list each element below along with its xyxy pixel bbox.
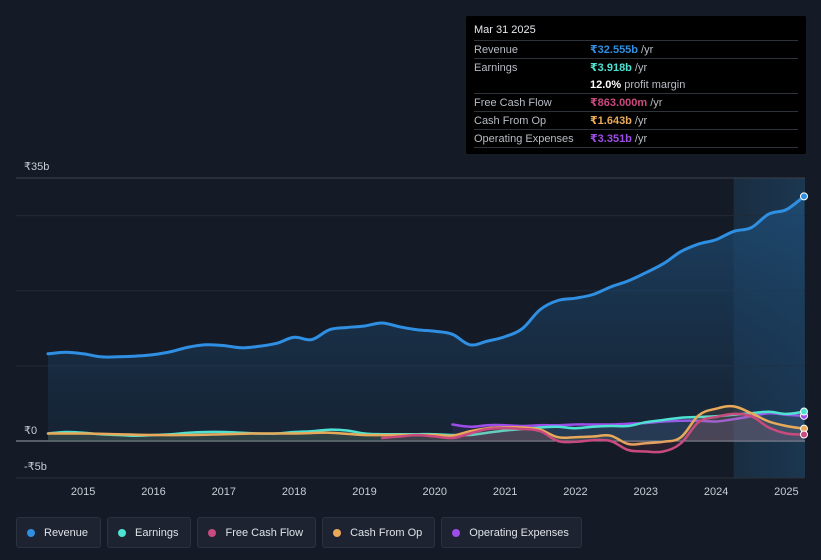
series-end-point-revenue xyxy=(800,192,808,201)
x-tick-label: 2022 xyxy=(563,486,587,498)
tooltip-unit: /yr xyxy=(634,114,648,127)
x-tick-label: 2024 xyxy=(704,486,728,498)
x-tick-label: 2016 xyxy=(141,486,165,498)
legend-item-free-cash-flow[interactable]: Free Cash Flow xyxy=(197,517,317,548)
tooltip-label: Operating Expenses xyxy=(474,132,574,145)
x-tick-label: 2021 xyxy=(493,486,517,498)
legend-label: Operating Expenses xyxy=(469,526,569,539)
tooltip-row-fcf: Free Cash Flow ₹863.000m /yr xyxy=(474,94,798,112)
legend-dot-icon xyxy=(118,528,127,537)
end-markers xyxy=(800,192,808,439)
x-tick-label: 2017 xyxy=(212,486,236,498)
tooltip-unit: /yr xyxy=(650,96,663,109)
x-tick-label: 2023 xyxy=(634,486,658,498)
series-line-cfo xyxy=(46,404,806,446)
tooltip-panel: Mar 31 2025 Revenue ₹32.555b /yr Earning… xyxy=(466,16,806,154)
series-area-revenue xyxy=(48,196,804,441)
tooltip-value: ₹863.000m xyxy=(590,97,648,109)
y-tick-label-zero: ₹0 xyxy=(24,425,37,437)
x-tick-label: 2018 xyxy=(282,486,306,498)
x-tick-label: 2019 xyxy=(352,486,376,498)
legend-dot-icon xyxy=(452,528,461,537)
tooltip-label: Earnings xyxy=(474,61,518,74)
legend-item-cash-from-op[interactable]: Cash From Op xyxy=(322,517,436,548)
legend-dot-icon xyxy=(208,528,217,537)
tooltip-unit: /yr xyxy=(634,61,648,74)
legend-label: Revenue xyxy=(44,526,89,539)
legend-item-operating-expenses[interactable]: Operating Expenses xyxy=(441,517,582,548)
tooltip-value: ₹3.918b xyxy=(590,62,632,74)
x-tick-label: 2025 xyxy=(774,486,798,498)
tooltip-label: Revenue xyxy=(474,43,519,56)
tooltip-row-margin: 12.0% profit margin xyxy=(474,76,798,94)
series-line-fcf xyxy=(380,412,806,454)
tooltip-label: Cash From Op xyxy=(474,114,547,127)
x-axis: 2015 2016 2017 2018 2019 2020 2021 2022 2023 2024… xyxy=(71,486,799,498)
series-line-opex xyxy=(451,411,806,428)
legend-label: Free Cash Flow xyxy=(225,526,304,539)
tooltip-label: Free Cash Flow xyxy=(474,96,552,109)
tooltip-row-opex: Operating Expenses ₹3.351b /yr xyxy=(474,130,798,148)
legend-dot-icon xyxy=(333,528,342,537)
tooltip-date: Mar 31 2025 xyxy=(474,24,798,41)
tooltip-value: ₹32.555b xyxy=(590,44,639,56)
tooltip-value: ₹3.351b xyxy=(590,133,632,145)
tooltip-value: ₹1.643b xyxy=(590,115,632,127)
series-end-point-earnings xyxy=(800,407,808,416)
series-layer xyxy=(46,194,806,454)
y-tick-label-top: ₹35b xyxy=(24,161,49,173)
tooltip-row-cfo: Cash From Op ₹1.643b /yr xyxy=(474,112,798,130)
tooltip-row-earnings: Earnings ₹3.918b /yr xyxy=(474,59,798,76)
legend-label: Earnings xyxy=(135,526,179,539)
tooltip-unit: /yr xyxy=(641,43,654,56)
tooltip-unit: profit margin xyxy=(624,78,686,91)
x-tick-label: 2020 xyxy=(423,486,447,498)
legend-dot-icon xyxy=(27,528,35,537)
legend-item-earnings[interactable]: Earnings xyxy=(107,517,192,548)
x-tick-label: 2015 xyxy=(71,486,95,498)
legend: Revenue Earnings Free Cash Flow Cash Fro… xyxy=(16,517,582,548)
tooltip-unit: /yr xyxy=(634,132,648,145)
tooltip-row-revenue: Revenue ₹32.555b /yr xyxy=(474,41,798,59)
tooltip-value: 12.0% xyxy=(590,78,622,91)
series-end-point-fcf xyxy=(800,430,808,439)
legend-item-revenue[interactable]: Revenue xyxy=(16,517,102,548)
y-tick-label-bottom: -₹5b xyxy=(24,461,47,473)
series-line-revenue xyxy=(46,194,806,359)
legend-label: Cash From Op xyxy=(350,526,423,539)
